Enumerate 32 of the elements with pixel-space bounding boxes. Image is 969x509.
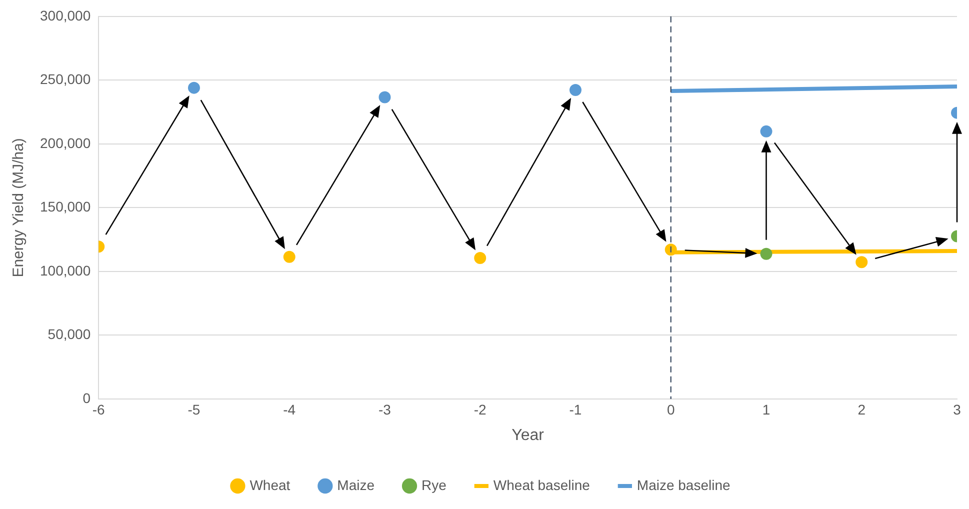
- y-tick-label: 50,000: [48, 326, 91, 342]
- legend-label: Wheat: [250, 476, 290, 493]
- point: [760, 125, 772, 138]
- y-tick-label: 150,000: [40, 198, 91, 215]
- legend-label: Rye: [422, 476, 447, 493]
- x-axis-title: Year: [512, 426, 545, 444]
- y-tick-label: 0: [82, 390, 91, 406]
- legend-label: Maize: [337, 476, 375, 493]
- x-tick-label: -4: [283, 401, 296, 418]
- y-tick-label: 100,000: [40, 262, 91, 278]
- x-tick-label: -1: [569, 401, 582, 418]
- x-tick-label: 2: [858, 401, 866, 418]
- x-tick-label: 3: [953, 401, 962, 418]
- y-tick-label: 200,000: [40, 134, 91, 151]
- x-tick-label: -6: [92, 401, 106, 418]
- point: [856, 256, 868, 268]
- point: [283, 250, 296, 263]
- x-tick-label: 0: [666, 401, 675, 418]
- point: [474, 252, 486, 264]
- point: [378, 91, 391, 104]
- x-tick-label: 1: [762, 401, 770, 418]
- legend-label: Maize baseline: [636, 476, 731, 493]
- point: [569, 84, 582, 96]
- point: [188, 82, 200, 94]
- y-tick-label: 250,000: [40, 71, 91, 88]
- x-tick-label: -3: [378, 401, 392, 418]
- point: [664, 244, 677, 256]
- y-tick-label: 300,000: [40, 7, 91, 24]
- x-tick-label: -2: [474, 401, 487, 418]
- x-tick-label: -5: [188, 401, 200, 418]
- y-axis-title: Energy Yield (MJ/ha): [10, 138, 28, 278]
- legend-label: Wheat baseline: [493, 476, 590, 493]
